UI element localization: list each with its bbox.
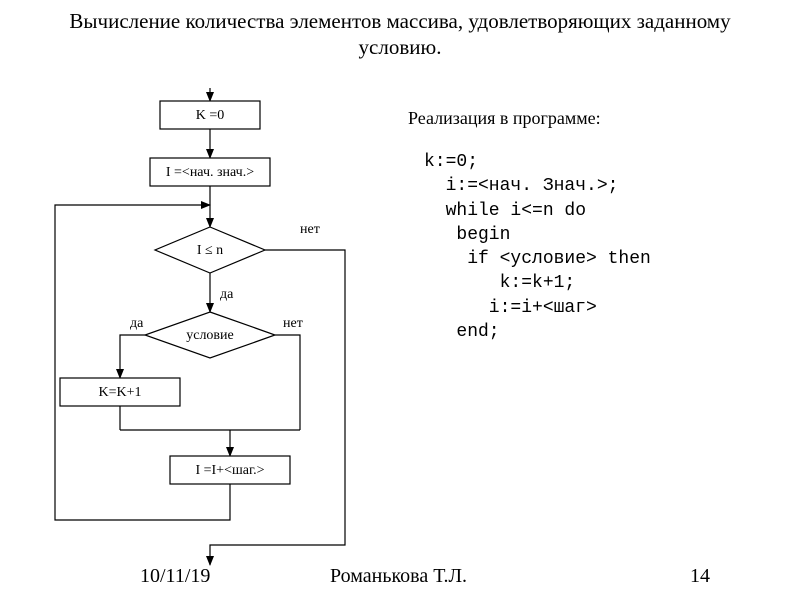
node-cond2-label: условие (186, 328, 234, 343)
node-istep-label: I =I+<шаг.> (195, 463, 264, 478)
footer-page: 14 (690, 565, 710, 588)
edge-cond2_no (275, 335, 300, 430)
node-k0-label: K =0 (196, 108, 225, 123)
edge-cond2_yes-label: да (130, 316, 144, 331)
node-init-label: I =<нач. знач.> (166, 165, 254, 180)
edge-cond1_yes-label: да (220, 287, 234, 302)
edge-cond2_no-label: нет (283, 316, 303, 331)
edge-cond2_yes (120, 335, 145, 378)
flowchart: K =0 I =<нач. знач.> I ≤ n условие K=K+1 I =I… (0, 0, 800, 600)
edge-cond1_no-label: нет (300, 222, 320, 237)
footer-author: Романькова Т.Л. (330, 565, 467, 588)
footer-date: 10/11/19 (140, 565, 210, 588)
node-cond1-label: I ≤ n (197, 243, 223, 258)
node-kpp-label: K=K+1 (98, 385, 141, 400)
